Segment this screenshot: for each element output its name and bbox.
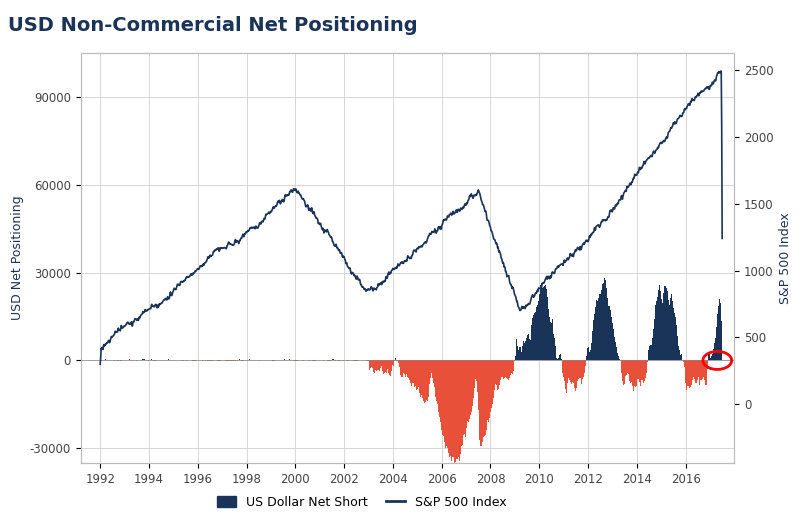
Text: USD Non-Commercial Net Positioning: USD Non-Commercial Net Positioning [8,16,418,35]
Legend: US Dollar Net Short, S&P 500 Index: US Dollar Net Short, S&P 500 Index [212,491,512,514]
Y-axis label: USD Net Positioning: USD Net Positioning [11,196,24,320]
Y-axis label: S&P 500 Index: S&P 500 Index [780,212,792,304]
